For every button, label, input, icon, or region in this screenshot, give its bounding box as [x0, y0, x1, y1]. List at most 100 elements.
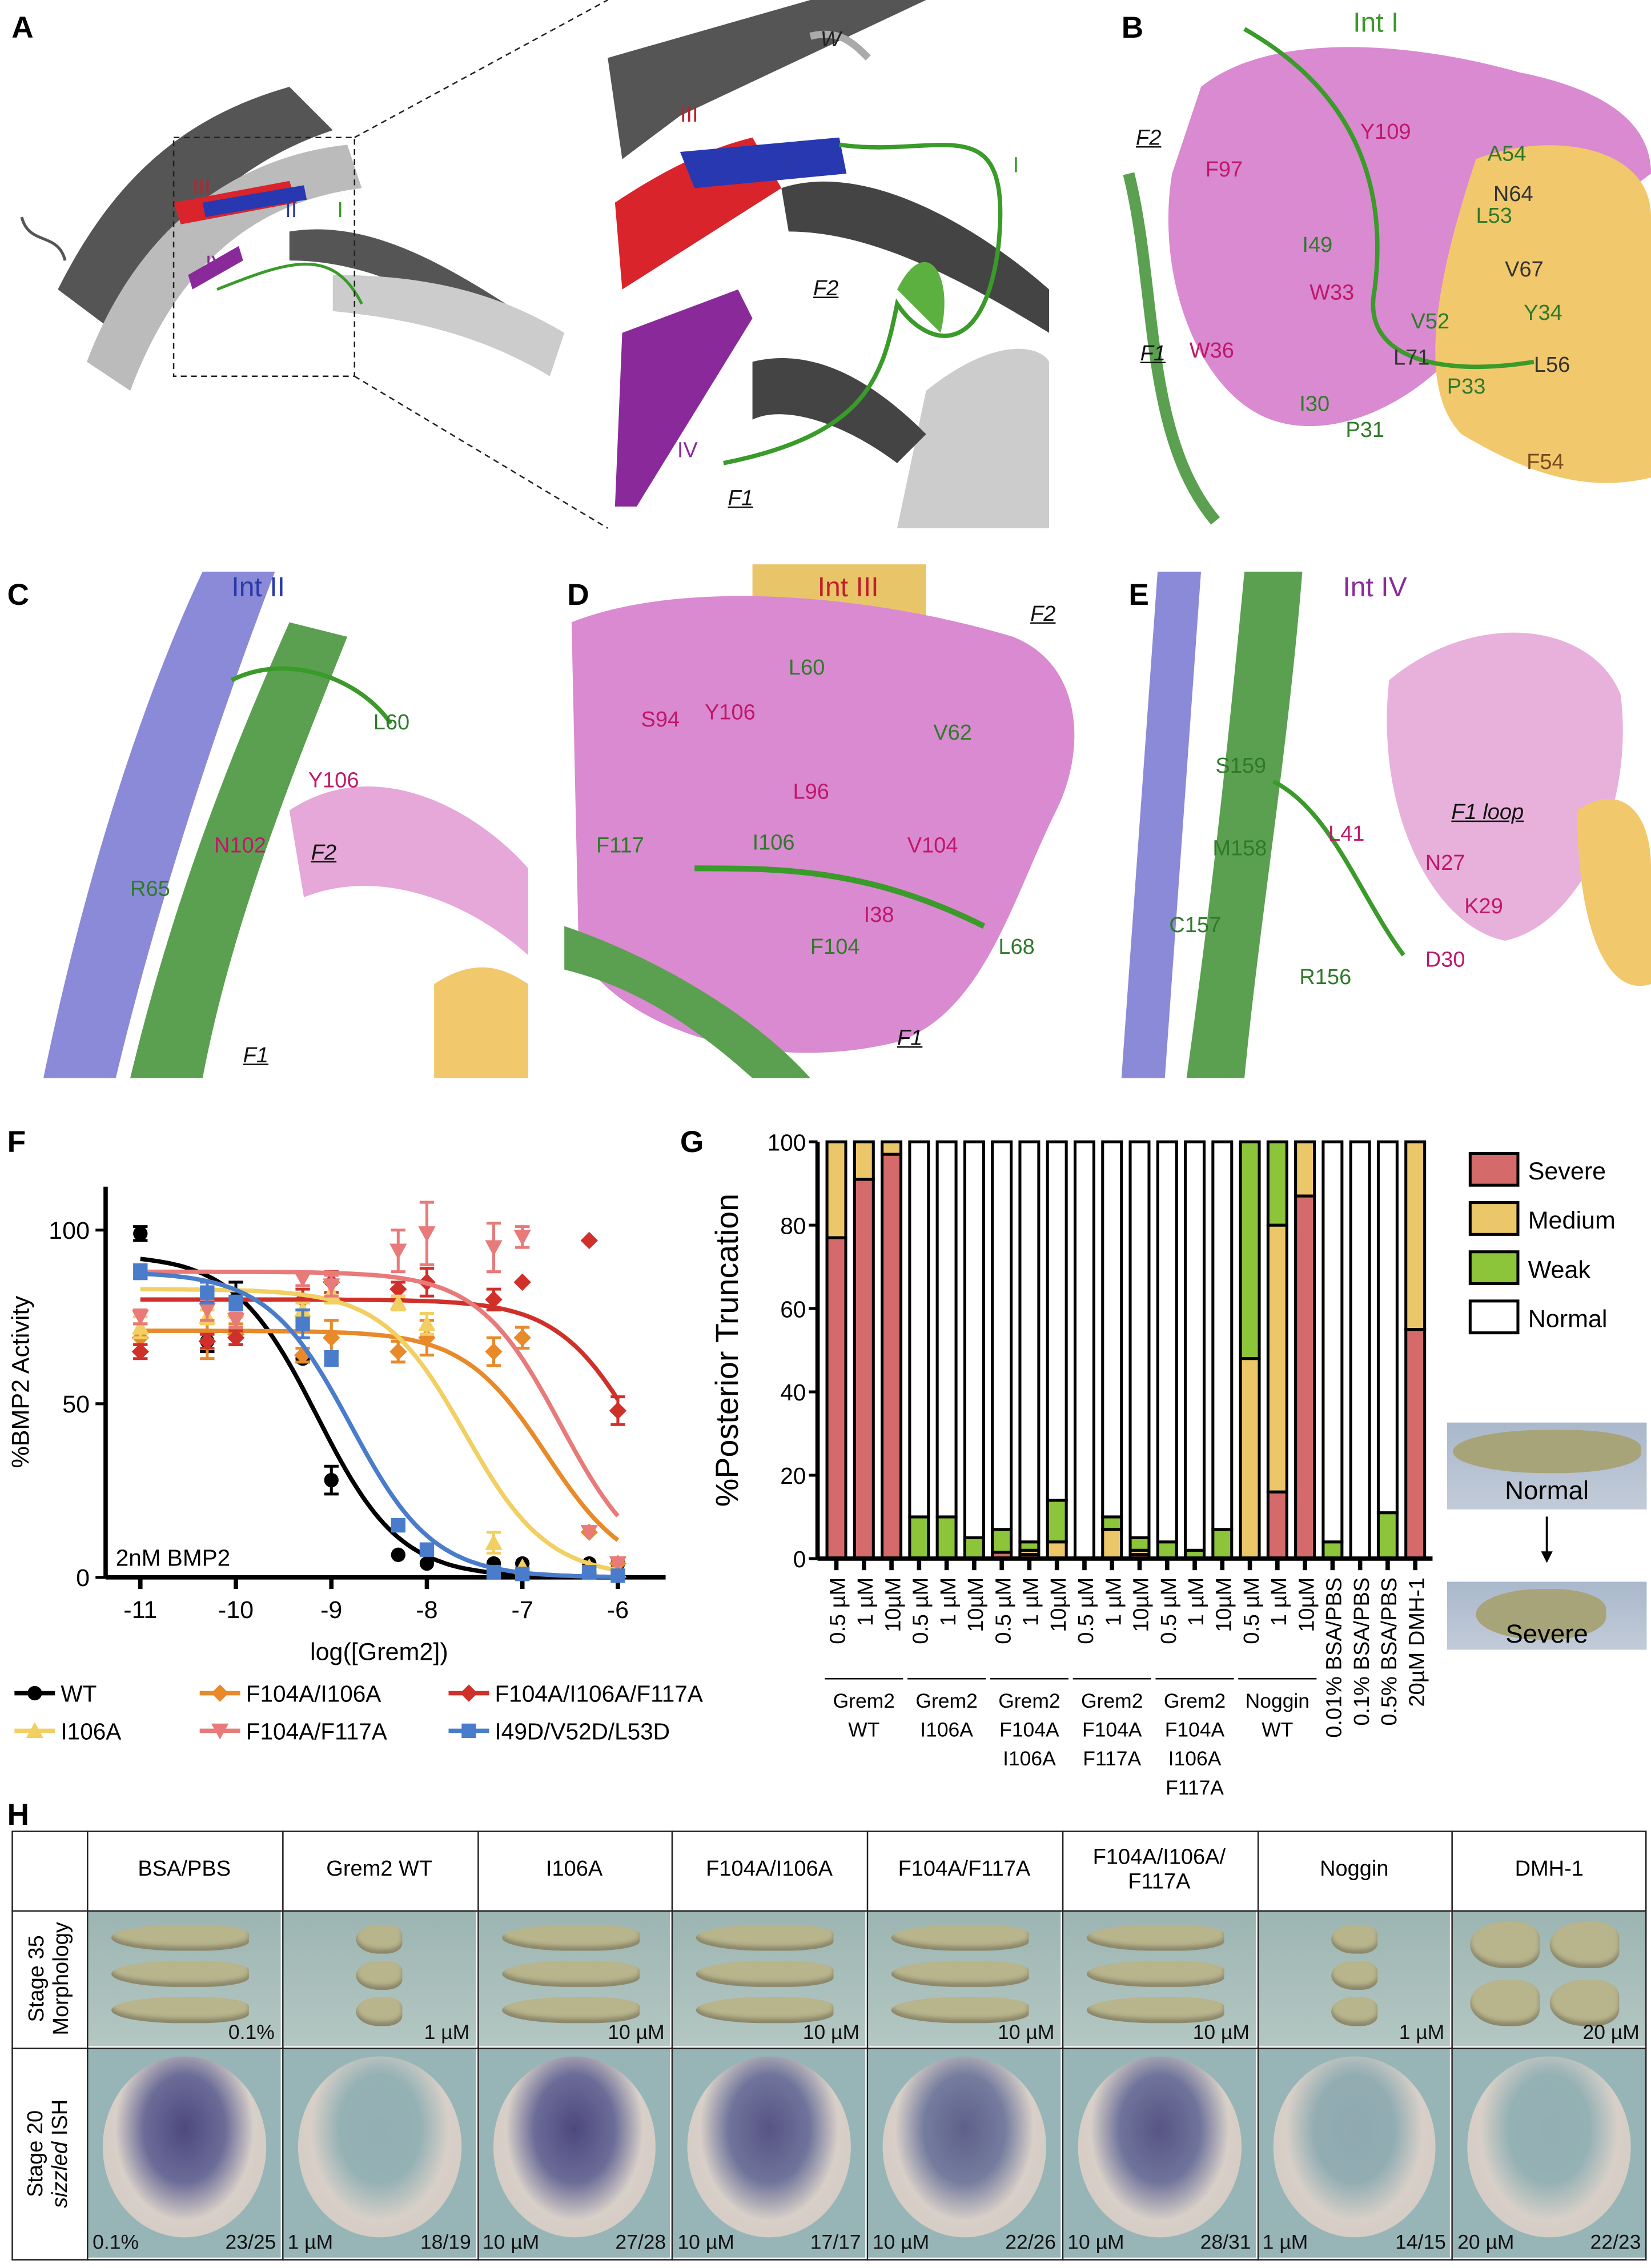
morphology-photo: 10 µM [478, 1910, 670, 2046]
y-axis-label: %BMP2 Activity [7, 1296, 35, 1468]
residue-label-b: L56 [1533, 353, 1570, 378]
embryo [688, 2056, 851, 2238]
residue-label-e: K29 [1464, 894, 1503, 919]
legend-swatch [1468, 1151, 1520, 1187]
legend-label: F104A/F117A [246, 1719, 387, 1745]
embryo [891, 1961, 1029, 1987]
residue-label-a: III [192, 175, 211, 200]
data-point [324, 1472, 339, 1488]
bar-segment-severe [1404, 1328, 1427, 1560]
group-label: F104A [1165, 1719, 1225, 1741]
residue-label-b: F97 [1205, 158, 1243, 183]
x-tick-label: -6 [607, 1596, 629, 1624]
bar-segment-weak [1211, 1528, 1234, 1560]
bar-segment-medium [881, 1140, 903, 1156]
legend-swatch [1468, 1201, 1520, 1236]
column-divider [1452, 1831, 1453, 2261]
residue-label-b: Y109 [1360, 120, 1411, 145]
column-divider [866, 1831, 869, 2261]
data-point [131, 1343, 149, 1360]
fit-curve [140, 1297, 620, 1401]
embryo [1467, 2056, 1631, 2238]
embryo [882, 2056, 1046, 2238]
residue-label-e: L41 [1328, 822, 1365, 847]
residue-label-a: II [285, 198, 298, 223]
x-tick-label: 1 µM [1102, 1577, 1126, 1626]
data-point [324, 1351, 339, 1366]
ish-photo: 0.1% 23/25 [88, 2048, 280, 2258]
residue-label-b: Y34 [1524, 301, 1562, 326]
data-point [582, 1565, 597, 1580]
embryo [1086, 1924, 1224, 1951]
x-tick-label: 0.5% BSA/PBS [1377, 1577, 1401, 1726]
x-tick-label: 0.01% BSA/PBS [1323, 1577, 1347, 1738]
column-divider [476, 1831, 479, 2261]
residue-label-b: V52 [1411, 310, 1450, 335]
ish-photo: 1 µM 14/15 [1258, 2048, 1451, 2258]
embryo [355, 1997, 402, 2026]
embryo [696, 1997, 834, 2024]
bar-segment-normal [1018, 1140, 1041, 1544]
residue-label-d: V104 [907, 833, 958, 858]
residue-label-e: M158 [1212, 836, 1267, 861]
bar-segment-weak [935, 1515, 958, 1560]
fit-curve [140, 1328, 620, 1542]
row-label-line: Stage 20 [24, 2110, 49, 2198]
group-label: Grem2 [1164, 1689, 1226, 1712]
panel-d-interface-iii [564, 564, 1086, 1078]
residue-label-e: F1 loop [1451, 800, 1524, 825]
column-header: F104A/I106A/ F117A [1092, 1845, 1226, 1894]
column-header: BSA/PBS [138, 1857, 231, 1882]
embryo [1550, 1921, 1620, 1968]
legend-label: WT [61, 1681, 97, 1707]
bar-segment-weak [963, 1536, 985, 1560]
bar-segment-medium [1046, 1540, 1068, 1560]
residue-label-b: F1 [1140, 341, 1166, 367]
residue-label-d: F1 [897, 1026, 923, 1051]
fit-curve [140, 1269, 620, 1518]
embryo [1550, 1980, 1620, 2026]
bar-segment-normal [935, 1140, 958, 1519]
residue-label-d: S94 [641, 708, 680, 733]
bar-segment-normal [1321, 1140, 1344, 1544]
panel-letter-g: G [680, 1126, 704, 1159]
y-axis-label: %Posterior Truncation [709, 1194, 745, 1507]
dose-label: 10 µM [998, 2020, 1055, 2044]
residue-label-d: L96 [793, 780, 829, 805]
y-tick-label: 60 [780, 1296, 806, 1322]
panel-letter-b: B [1121, 11, 1144, 45]
morphology-photo: 1 µM [1258, 1910, 1451, 2046]
embryo [1086, 1997, 1224, 2024]
data-point [323, 1278, 340, 1295]
dose-label: 10 µM [802, 2020, 860, 2044]
ish-photo: 10 µM 17/17 [673, 2048, 866, 2258]
dose-label: 1 µM [1262, 2230, 1308, 2254]
bar-segment-weak [908, 1515, 930, 1560]
x-tick-label: 0.1% BSA/PBS [1350, 1577, 1374, 1726]
count-label: 27/28 [615, 2230, 666, 2254]
group-label: Grem2 [833, 1689, 895, 1712]
column-header: I106A [545, 1857, 603, 1882]
column-divider [282, 1831, 283, 2261]
residue-label-c: F2 [311, 841, 337, 866]
column-header: Grem2 WT [326, 1857, 433, 1882]
column-header: Noggin [1320, 1857, 1389, 1882]
embryo [501, 1961, 639, 1987]
residue-label-b: W36 [1189, 338, 1234, 363]
embryo [1272, 2056, 1436, 2238]
bar-segment-normal [1156, 1140, 1178, 1544]
count-label: 22/26 [1005, 2230, 1057, 2254]
data-point [486, 1565, 501, 1580]
data-point [200, 1285, 215, 1300]
embryo [1476, 1589, 1606, 1640]
embryo [1470, 1980, 1540, 2026]
row-label: Stage 20 sizzled ISH [11, 2048, 87, 2260]
bar-segment-severe [881, 1153, 903, 1560]
data-point [610, 1568, 625, 1583]
bar-segment-medium [1101, 1528, 1123, 1560]
data-point [133, 1226, 148, 1241]
embryo [111, 1997, 249, 2024]
dose-label: 1 µM [1399, 2020, 1445, 2044]
x-tick-label: 1 µM [1019, 1577, 1043, 1626]
